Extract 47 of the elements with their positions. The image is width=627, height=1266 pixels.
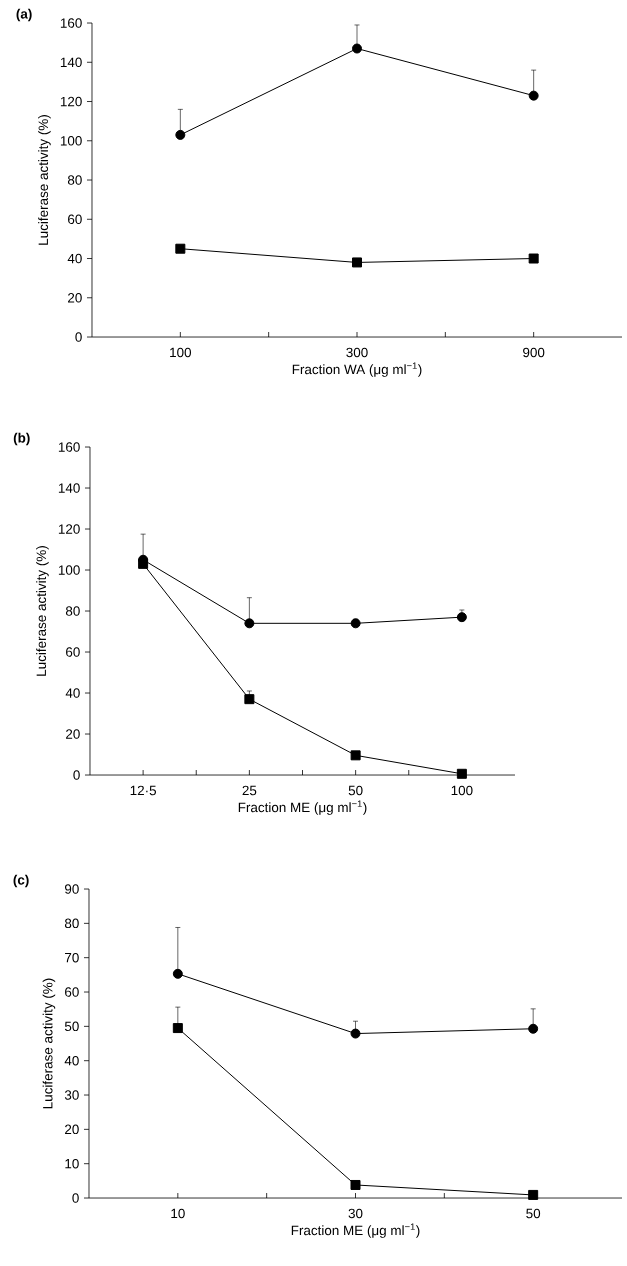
x-tick-label: 100 xyxy=(170,347,192,358)
y-tick-label: 0 xyxy=(73,770,80,780)
y-axis-title: Luciferase activity (%) xyxy=(42,978,56,1109)
x-tick-label: 300 xyxy=(346,347,368,358)
y-tick-label: 50 xyxy=(64,1021,79,1032)
y-tick-label: 0 xyxy=(72,1193,79,1203)
y-tick-label: 160 xyxy=(58,442,80,452)
y-tick-label: 30 xyxy=(64,1090,79,1100)
y-tick-label: 140 xyxy=(60,57,82,68)
y-tick-label: 10 xyxy=(65,1158,79,1169)
x-tick-label: 50 xyxy=(526,1208,541,1219)
y-tick-label: 60 xyxy=(68,214,82,225)
y-tick-label: 80 xyxy=(65,606,80,616)
y-tick-label: 100 xyxy=(60,136,82,146)
y-axis-title: Luciferase activity (%) xyxy=(36,546,49,676)
y-tick-label: 0 xyxy=(75,332,82,342)
y-tick-label: 40 xyxy=(65,688,80,698)
x-axis-title: Fraction ME (μg ml$^{−1}$) xyxy=(291,1223,420,1238)
y-tick-label: 80 xyxy=(64,918,79,929)
y-tick-label: 70 xyxy=(65,952,79,963)
y-tick-label: 80 xyxy=(67,175,82,185)
x-tick-label: 50 xyxy=(348,785,363,796)
x-tick-label: 900 xyxy=(523,347,545,358)
chart-title: (b) xyxy=(13,432,30,446)
y-tick-label: 90 xyxy=(64,884,79,894)
y-tick-label: 60 xyxy=(66,647,80,657)
x-tick-label: 12·5 xyxy=(130,785,157,796)
x-tick-label: 100 xyxy=(451,785,473,796)
y-axis-title: Luciferase activity (%) xyxy=(38,115,51,245)
chart-title: (c) xyxy=(13,874,29,888)
y-tick-label: 100 xyxy=(58,565,80,575)
y-tick-label: 40 xyxy=(64,1055,79,1066)
x-tick-label: 25 xyxy=(242,785,257,796)
x-axis-title: Fraction WA (μg ml$^{−1}$) xyxy=(292,362,422,377)
x-axis-title: Fraction ME (μg ml$^{−1}$) xyxy=(238,800,367,815)
x-tick-label: 10 xyxy=(171,1208,185,1219)
y-tick-label: 40 xyxy=(67,253,82,264)
x-tick-label: 30 xyxy=(348,1208,363,1219)
y-tick-label: 120 xyxy=(60,96,82,107)
y-tick-label: 160 xyxy=(60,18,82,28)
y-tick-label: 140 xyxy=(58,483,80,493)
y-tick-label: 60 xyxy=(65,987,79,997)
y-tick-label: 20 xyxy=(66,729,80,739)
chart-title: (a) xyxy=(16,8,32,22)
y-tick-label: 20 xyxy=(65,1124,79,1135)
y-tick-label: 120 xyxy=(58,524,80,534)
y-tick-label: 20 xyxy=(68,293,82,303)
